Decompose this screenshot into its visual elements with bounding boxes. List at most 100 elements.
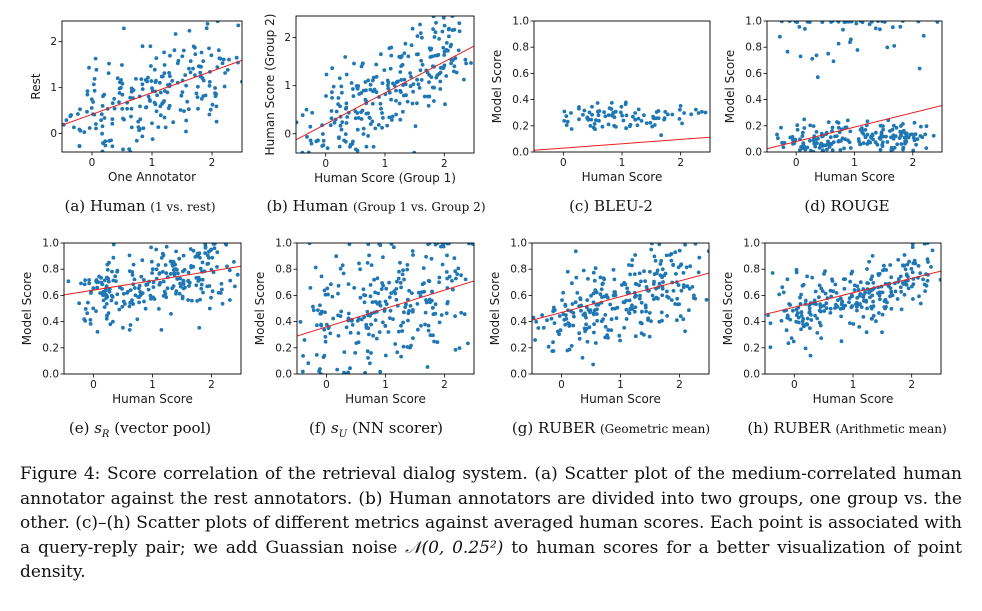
data-point: [403, 82, 408, 87]
data-point: [198, 70, 203, 75]
data-point: [105, 295, 110, 299]
data-point: [166, 106, 171, 111]
data-point: [179, 93, 184, 98]
x-tick-label: 0: [322, 158, 329, 170]
data-point: [153, 102, 158, 107]
data-point: [910, 284, 914, 289]
y-axis-label-a: Rest: [29, 73, 43, 99]
data-point: [196, 84, 200, 89]
data-point: [815, 316, 820, 321]
data-point: [593, 308, 597, 313]
data-point: [842, 146, 846, 151]
data-point: [830, 148, 835, 152]
data-point: [625, 286, 629, 291]
data-point: [590, 104, 594, 109]
data-point: [100, 149, 105, 152]
data-point: [409, 74, 413, 79]
data-point: [831, 140, 836, 145]
data-point: [383, 353, 388, 358]
data-point: [154, 247, 159, 252]
x-tick-label: 1: [382, 379, 389, 391]
regression-line-e: [64, 265, 241, 296]
data-point: [445, 301, 450, 306]
data-point: [437, 320, 442, 325]
x-tick-label: 0: [90, 379, 97, 391]
data-point: [603, 335, 608, 340]
data-point: [408, 84, 413, 89]
data-point: [368, 283, 373, 287]
data-point: [95, 285, 99, 290]
data-point: [109, 298, 114, 303]
x-axis-label-f: Human Score: [345, 392, 426, 406]
data-point: [298, 320, 303, 324]
data-point: [863, 127, 868, 132]
data-point: [212, 246, 217, 251]
regression-line-f: [297, 280, 474, 337]
data-point: [94, 122, 98, 126]
data-point: [396, 276, 401, 281]
data-point: [452, 256, 457, 261]
data-point: [410, 309, 415, 314]
data-point: [630, 258, 635, 262]
data-point: [125, 106, 129, 111]
data-point: [362, 300, 367, 305]
data-point: [418, 22, 422, 27]
data-point: [177, 256, 182, 261]
data-point: [343, 55, 348, 59]
data-point: [449, 61, 453, 66]
data-point: [319, 323, 324, 328]
data-point: [687, 286, 692, 291]
subcaption-f: (f) sU (NN scorer): [308, 419, 444, 440]
data-point: [166, 83, 170, 87]
data-point: [447, 274, 452, 279]
data-point: [109, 293, 114, 298]
data-point: [416, 327, 420, 332]
data-point: [603, 313, 608, 317]
data-point: [397, 329, 401, 334]
data-point: [605, 295, 610, 300]
data-point: [671, 263, 676, 267]
data-point: [122, 117, 126, 122]
data-point: [673, 302, 677, 306]
data-point: [805, 145, 810, 150]
data-point: [139, 77, 144, 81]
data-point: [571, 323, 576, 328]
data-point: [140, 44, 145, 49]
data-point: [106, 279, 111, 284]
data-point: [768, 321, 773, 326]
data-point: [437, 37, 441, 41]
data-point: [861, 292, 866, 297]
data-point: [418, 31, 423, 35]
data-point: [779, 318, 784, 323]
data-point: [440, 29, 445, 34]
data-point: [402, 51, 407, 56]
data-point: [394, 287, 399, 291]
data-point: [114, 301, 119, 305]
regression-line-g: [532, 272, 709, 321]
data-point: [353, 351, 358, 355]
data-point: [331, 84, 336, 89]
data-point: [381, 320, 385, 325]
data-point: [631, 114, 635, 119]
data-point: [644, 309, 648, 314]
data-point: [171, 120, 176, 125]
data-point: [902, 253, 907, 257]
y-tick-label: 0.0: [743, 369, 760, 381]
data-point: [570, 281, 574, 286]
data-point: [914, 142, 918, 147]
data-point: [619, 110, 623, 115]
data-point: [870, 21, 874, 24]
data-point: [849, 271, 854, 276]
data-point: [818, 323, 823, 328]
data-point: [840, 299, 844, 304]
data-point: [549, 316, 554, 321]
data-point: [552, 321, 557, 325]
data-point: [852, 283, 857, 288]
data-point: [410, 101, 415, 106]
data-point: [305, 135, 309, 139]
data-point: [600, 124, 605, 129]
data-point: [334, 254, 339, 259]
data-point: [394, 80, 399, 85]
data-point: [106, 311, 111, 315]
data-point: [579, 308, 583, 313]
